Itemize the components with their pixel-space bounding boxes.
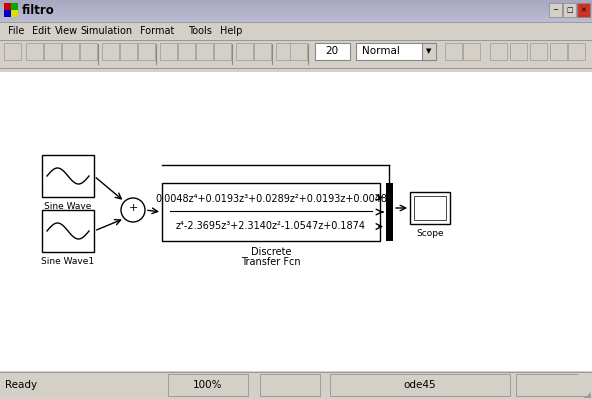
FancyBboxPatch shape: [516, 374, 586, 396]
FancyBboxPatch shape: [4, 43, 21, 60]
FancyBboxPatch shape: [568, 43, 585, 60]
FancyBboxPatch shape: [44, 43, 61, 60]
FancyBboxPatch shape: [0, 372, 592, 399]
FancyBboxPatch shape: [120, 43, 137, 60]
FancyBboxPatch shape: [0, 14, 592, 15]
FancyBboxPatch shape: [0, 19, 592, 20]
Text: Format: Format: [140, 26, 175, 36]
Text: File: File: [8, 26, 24, 36]
Text: Edit: Edit: [32, 26, 51, 36]
FancyBboxPatch shape: [0, 5, 592, 6]
FancyBboxPatch shape: [0, 6, 592, 7]
FancyBboxPatch shape: [0, 13, 592, 14]
FancyBboxPatch shape: [214, 43, 231, 60]
FancyBboxPatch shape: [196, 43, 213, 60]
Text: +: +: [128, 203, 138, 213]
Text: Normal: Normal: [362, 47, 400, 57]
FancyBboxPatch shape: [386, 183, 393, 241]
FancyBboxPatch shape: [260, 374, 320, 396]
FancyBboxPatch shape: [445, 43, 462, 60]
FancyBboxPatch shape: [0, 7, 592, 8]
FancyBboxPatch shape: [530, 43, 547, 60]
FancyBboxPatch shape: [578, 374, 590, 396]
FancyBboxPatch shape: [0, 10, 592, 11]
FancyBboxPatch shape: [4, 3, 11, 10]
FancyBboxPatch shape: [11, 10, 18, 17]
Text: ▼: ▼: [426, 49, 432, 55]
FancyBboxPatch shape: [168, 374, 248, 396]
FancyBboxPatch shape: [0, 11, 592, 12]
FancyBboxPatch shape: [0, 40, 592, 68]
Text: Tools: Tools: [188, 26, 212, 36]
FancyBboxPatch shape: [42, 155, 94, 197]
FancyBboxPatch shape: [410, 192, 450, 224]
FancyBboxPatch shape: [0, 0, 592, 1]
FancyBboxPatch shape: [0, 16, 592, 17]
FancyBboxPatch shape: [80, 43, 97, 60]
FancyBboxPatch shape: [330, 374, 510, 396]
FancyBboxPatch shape: [0, 2, 592, 3]
FancyBboxPatch shape: [0, 9, 592, 10]
FancyBboxPatch shape: [563, 3, 576, 17]
Text: Sine Wave1: Sine Wave1: [41, 257, 95, 266]
Text: Discrete: Discrete: [251, 247, 291, 257]
Text: filtro: filtro: [22, 4, 54, 18]
FancyBboxPatch shape: [4, 10, 11, 17]
Text: 0.0048z⁴+0.0193z³+0.0289z²+0.0193z+0.0048: 0.0048z⁴+0.0193z³+0.0289z²+0.0193z+0.004…: [155, 194, 387, 204]
FancyBboxPatch shape: [0, 3, 592, 4]
FancyBboxPatch shape: [510, 43, 527, 60]
Text: Simulation: Simulation: [80, 26, 132, 36]
Text: Ready: Ready: [5, 380, 37, 390]
FancyBboxPatch shape: [577, 3, 590, 17]
FancyBboxPatch shape: [0, 72, 592, 371]
FancyBboxPatch shape: [0, 4, 592, 5]
FancyBboxPatch shape: [490, 43, 507, 60]
FancyBboxPatch shape: [356, 43, 424, 60]
Text: z⁴-2.3695z³+2.3140z²-1.0547z+0.1874: z⁴-2.3695z³+2.3140z²-1.0547z+0.1874: [176, 221, 366, 231]
FancyBboxPatch shape: [236, 43, 253, 60]
Text: Sine Wave: Sine Wave: [44, 202, 92, 211]
Text: View: View: [55, 26, 78, 36]
FancyBboxPatch shape: [0, 15, 592, 16]
FancyBboxPatch shape: [550, 43, 567, 60]
FancyBboxPatch shape: [0, 1, 592, 2]
FancyBboxPatch shape: [463, 43, 480, 60]
Text: Help: Help: [220, 26, 242, 36]
FancyBboxPatch shape: [290, 43, 307, 60]
FancyBboxPatch shape: [0, 18, 592, 19]
Text: ✕: ✕: [581, 7, 587, 13]
FancyBboxPatch shape: [0, 20, 592, 21]
FancyBboxPatch shape: [160, 43, 177, 60]
FancyBboxPatch shape: [422, 43, 436, 60]
FancyBboxPatch shape: [11, 3, 18, 10]
FancyBboxPatch shape: [276, 43, 293, 60]
Text: Scope: Scope: [416, 229, 444, 238]
FancyBboxPatch shape: [102, 43, 119, 60]
FancyBboxPatch shape: [0, 8, 592, 9]
FancyBboxPatch shape: [0, 0, 592, 22]
Text: Transfer Fcn: Transfer Fcn: [241, 257, 301, 267]
FancyBboxPatch shape: [414, 196, 446, 220]
FancyBboxPatch shape: [0, 21, 592, 22]
Text: ode45: ode45: [404, 381, 436, 391]
Text: 100%: 100%: [193, 381, 223, 391]
FancyBboxPatch shape: [26, 43, 43, 60]
FancyBboxPatch shape: [254, 43, 271, 60]
FancyBboxPatch shape: [62, 43, 79, 60]
FancyBboxPatch shape: [315, 43, 350, 60]
FancyBboxPatch shape: [162, 183, 380, 241]
FancyBboxPatch shape: [0, 22, 592, 40]
FancyBboxPatch shape: [549, 3, 562, 17]
FancyBboxPatch shape: [42, 210, 94, 252]
Text: ─: ─: [554, 7, 558, 13]
Text: □: □: [566, 7, 573, 13]
Text: 20: 20: [326, 47, 339, 57]
FancyBboxPatch shape: [0, 12, 592, 13]
FancyBboxPatch shape: [178, 43, 195, 60]
FancyBboxPatch shape: [138, 43, 155, 60]
FancyBboxPatch shape: [0, 17, 592, 18]
